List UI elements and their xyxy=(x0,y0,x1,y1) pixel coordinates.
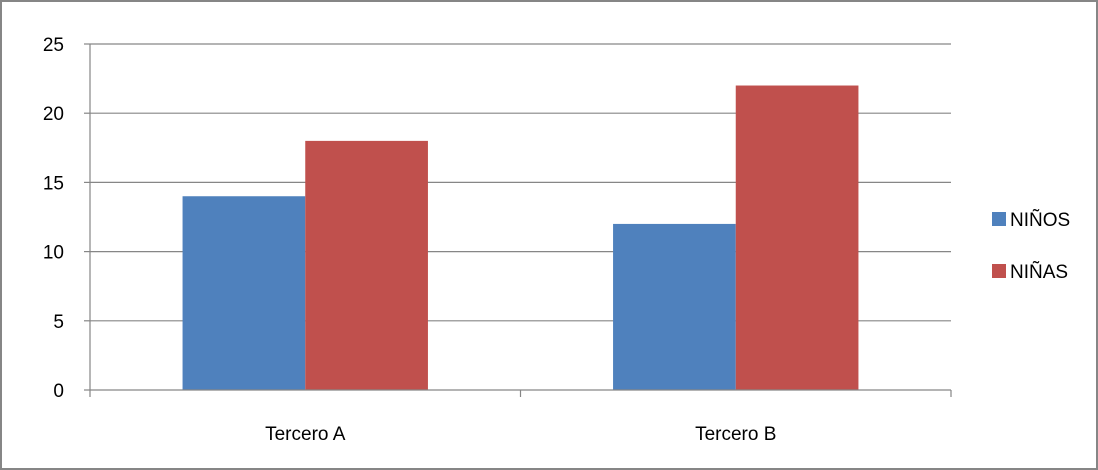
legend-swatch-niñas xyxy=(992,264,1006,278)
legend: NIÑOS NIÑAS xyxy=(992,209,1070,283)
bar-niñas-1 xyxy=(735,85,859,391)
y-tick-label: 0 xyxy=(53,381,64,402)
bar-niños-1 xyxy=(613,223,736,390)
x-tick-labels: Tercero A Tercero B xyxy=(265,424,776,445)
legend-label: NIÑAS xyxy=(1010,261,1068,283)
bar-niñas-0 xyxy=(305,140,428,390)
y-tick-label: 15 xyxy=(43,173,64,194)
bars xyxy=(182,85,859,391)
x-tick-label: Tercero A xyxy=(265,424,346,445)
bar-niños-0 xyxy=(182,196,306,390)
y-tick-label: 20 xyxy=(43,104,64,125)
x-tick-label: Tercero B xyxy=(695,424,776,445)
legend-swatch-niños xyxy=(992,212,1006,226)
y-tick-label: 25 xyxy=(43,35,64,56)
y-tick-label: 10 xyxy=(43,243,64,264)
axes xyxy=(84,43,952,397)
y-tick-labels: 0 5 10 15 20 25 xyxy=(43,35,64,402)
legend-label: NIÑOS xyxy=(1010,209,1070,231)
y-tick-label: 5 xyxy=(53,312,64,333)
